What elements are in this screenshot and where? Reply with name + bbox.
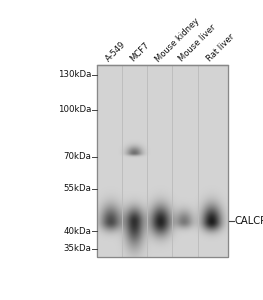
Text: Rat liver: Rat liver <box>205 32 236 64</box>
Text: CALCRL: CALCRL <box>235 217 263 226</box>
Text: 100kDa: 100kDa <box>58 105 91 114</box>
Text: 55kDa: 55kDa <box>63 184 91 193</box>
Text: 70kDa: 70kDa <box>63 152 91 161</box>
Text: A-549: A-549 <box>104 40 128 64</box>
Text: MCF7: MCF7 <box>128 41 151 64</box>
Bar <box>97 65 227 256</box>
Text: Mouse kidney: Mouse kidney <box>154 16 201 64</box>
Text: Mouse liver: Mouse liver <box>178 23 218 64</box>
Text: 35kDa: 35kDa <box>63 244 91 253</box>
Text: 40kDa: 40kDa <box>63 226 91 236</box>
FancyBboxPatch shape <box>97 65 227 256</box>
Text: 130kDa: 130kDa <box>58 70 91 79</box>
